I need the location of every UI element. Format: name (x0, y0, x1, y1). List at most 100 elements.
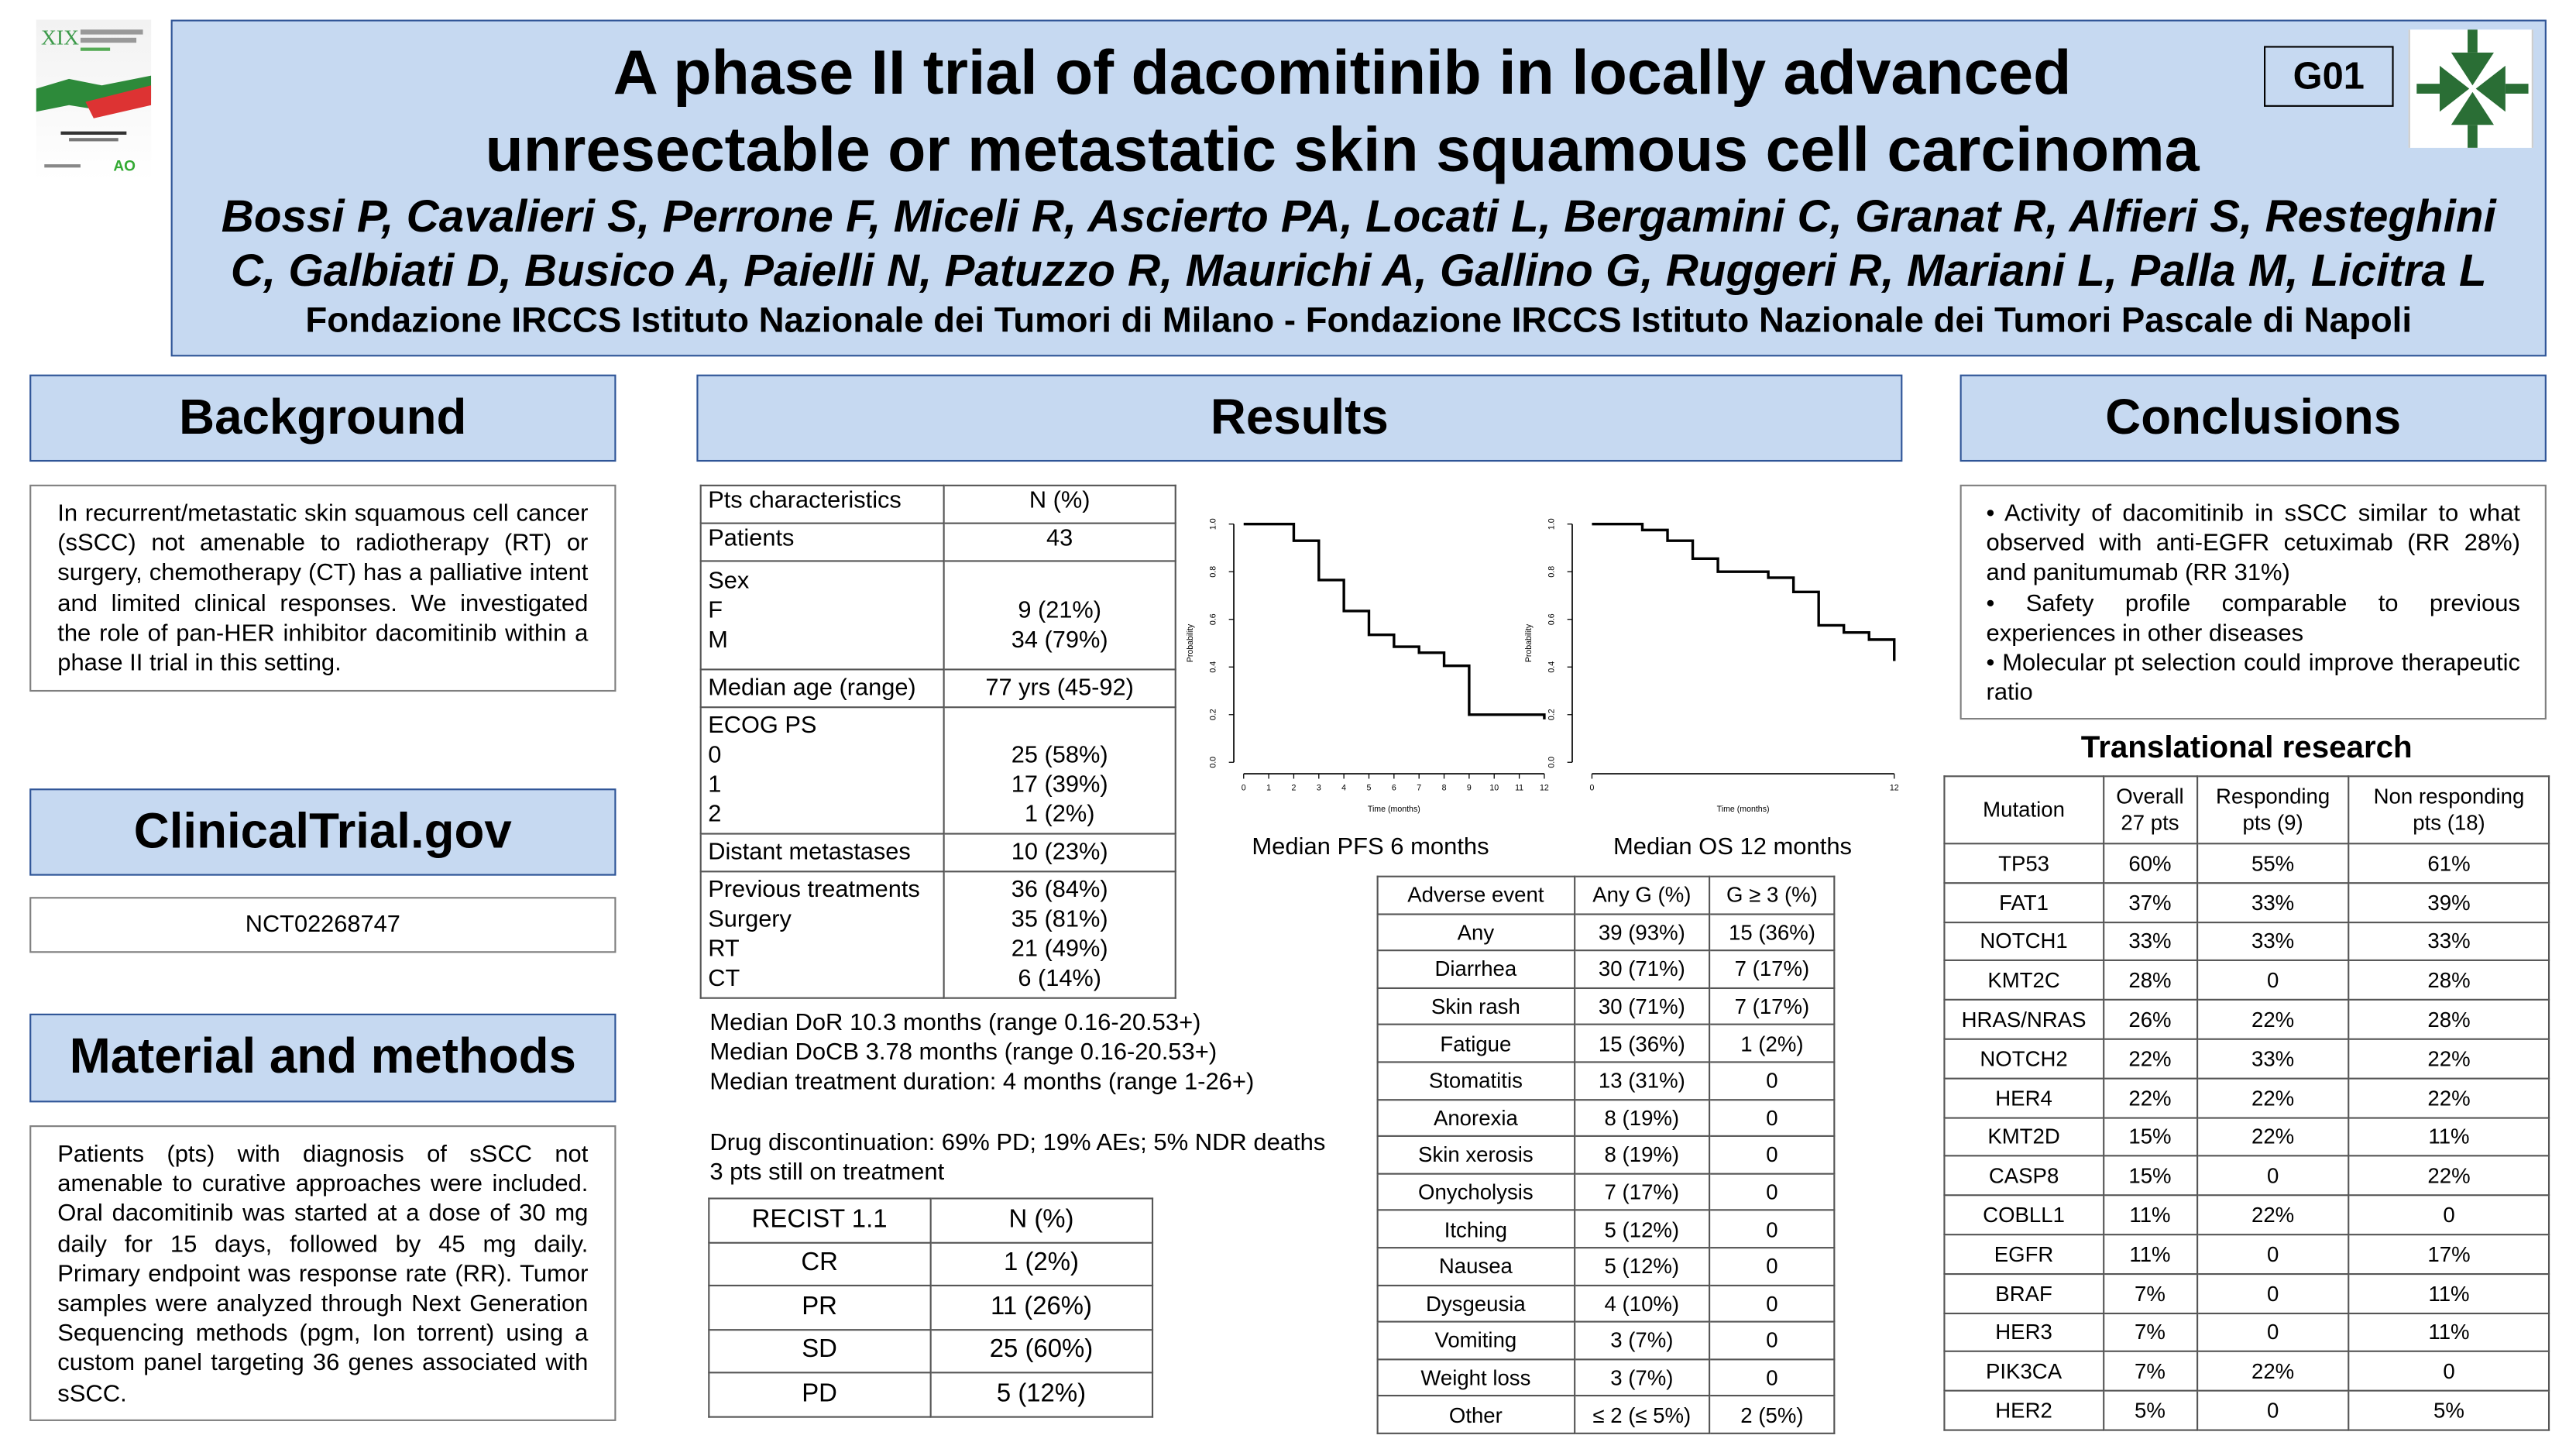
table-cell: HER2 (1943, 1389, 2104, 1431)
table-cell: 22% (2196, 1116, 2351, 1158)
table-row: Fatigue 15 (36%) 1 (2%) (1376, 1024, 1836, 1063)
y-tick-label: 0.0 (1547, 757, 1557, 768)
y-tick-label: 0.4 (1547, 661, 1557, 673)
summary-text: Median DoR 10.3 months (range 0.16-20.53… (709, 1008, 1254, 1098)
table-cell: 0 (1709, 1061, 1836, 1100)
table-cell: Skin rash (1376, 987, 1575, 1026)
table-cell: NOTCH2 (1943, 1038, 2104, 1080)
table-cell: 11% (2102, 1234, 2198, 1275)
table-cell: 61% (2348, 843, 2550, 884)
x-tick-label: 1 (1266, 783, 1271, 792)
column-header: G ≥ 3 (%) (1709, 875, 1836, 915)
affiliation: Fondazione IRCCS Istituto Nazionale dei … (305, 300, 2413, 341)
table-cell: 15 (36%) (1709, 912, 1836, 952)
table-row: Patients 43 (699, 522, 1176, 562)
table-cell: Itching (1376, 1210, 1575, 1249)
table-cell: 11% (2348, 1116, 2550, 1158)
conclusion-bullet: • Molecular pt selection could improve t… (1986, 651, 2520, 707)
table-cell: Other (1376, 1395, 1575, 1434)
table-row: PD 5 (12%) (708, 1372, 1154, 1417)
table-cell: Anorexia (1376, 1098, 1575, 1138)
clinicaltrial-heading: ClinicalTrial.gov (29, 788, 617, 876)
table-cell: 39% (2348, 881, 2550, 923)
mutation-table: Mutation Overall 27 pts Responding pts (9)… (1943, 775, 2550, 1431)
table-cell: Weight loss (1376, 1358, 1575, 1397)
table-cell: EGFR (1943, 1234, 2104, 1275)
table-cell: PR (708, 1284, 931, 1331)
table-row: HER2 5% 0 5% (1943, 1389, 2550, 1431)
table-cell: 55% (2196, 843, 2351, 884)
table-cell: 15 (36%) (1573, 1024, 1711, 1063)
table-cell: COBLL1 (1943, 1194, 2104, 1236)
table-cell: 26% (2102, 999, 2198, 1040)
conclusion-bullet: • Safety profile comparable to previous … (1986, 590, 2520, 647)
table-row: Dysgeusia 4 (10%) 0 (1376, 1283, 1836, 1323)
table-cell: 8 (19%) (1573, 1098, 1711, 1138)
authors-line2: C, Galbiati D, Busico A, Paielli N, Patu… (230, 245, 2487, 296)
table-cell: CR (708, 1241, 931, 1286)
table-cell: 7 (17%) (1709, 987, 1836, 1026)
table-row: Skin rash 30 (71%) 7 (17%) (1376, 987, 1836, 1026)
table-cell: 1 (2%) (1709, 1024, 1836, 1063)
table-cell: 1 (2%) (929, 1241, 1154, 1286)
table-cell: TP53 (1943, 843, 2104, 884)
row-value: 9 (21%) 34 (79%) (943, 560, 1176, 671)
os-caption: Median OS 12 months (1613, 834, 1853, 861)
table-cell: HRAS/NRAS (1943, 999, 2104, 1040)
table-row: Previous treatments Surgery RT CT 36 (84%… (699, 870, 1176, 999)
table-cell: 22% (2196, 999, 2351, 1040)
svg-text:AO: AO (113, 159, 136, 175)
conclusion-bullet: • Activity of dacomitinib in sSCC simila… (1986, 500, 2520, 588)
table-cell: 33% (2348, 921, 2550, 962)
column-header: RECIST 1.1 (708, 1197, 931, 1243)
table-cell: 0 (2348, 1194, 2550, 1236)
row-label: Median age (range) (699, 668, 945, 709)
table-cell: Vomiting (1376, 1320, 1575, 1360)
table-row: TP53 60% 55% 61% (1943, 843, 2550, 884)
table-row: KMT2C 28% 0 28% (1943, 960, 2550, 1001)
table-cell: 11% (2102, 1194, 2198, 1236)
column-header: Adverse event (1376, 875, 1575, 915)
table-cell: 0 (2196, 1389, 2351, 1431)
table-cell: 22% (2102, 1038, 2198, 1080)
table-cell: 0 (1709, 1135, 1836, 1175)
table-cell: 30 (71%) (1573, 987, 1711, 1026)
y-tick-label: 0.6 (1547, 613, 1557, 625)
table-cell: 7 (17%) (1709, 949, 1836, 989)
table-cell: ≤ 2 (≤ 5%) (1573, 1395, 1711, 1434)
row-value: 25 (58%) 17 (39%) 1 (2%) (943, 706, 1176, 835)
table-cell: KMT2D (1943, 1116, 2104, 1158)
table-cell: 0 (1709, 1098, 1836, 1138)
table-row: CASP8 15% 0 22% (1943, 1155, 2550, 1197)
table-row: PR 11 (26%) (708, 1284, 1154, 1331)
y-tick-label: 0.4 (1209, 661, 1218, 673)
discontinuation-text: Drug discontinuation: 69% PD; 19% AEs; 5… (709, 1128, 1325, 1188)
x-tick-label: 12 (1890, 783, 1899, 792)
recist-table: RECIST 1.1 N (%) CR 1 (2%) PR 11 (26%) SD 25 (6… (708, 1197, 1154, 1417)
table-cell: 22% (2102, 1077, 2198, 1118)
table-cell: 5 (12%) (1573, 1210, 1711, 1249)
y-axis-label: Probability (1186, 623, 1195, 662)
table-cell: 28% (2348, 999, 2550, 1040)
table-cell: 0 (1709, 1358, 1836, 1397)
congress-logo: XIX AO (36, 19, 152, 181)
table-cell: 3 (7%) (1573, 1320, 1711, 1360)
column-header: Non responding pts (18) (2348, 775, 2550, 845)
table-cell: 28% (2102, 960, 2198, 1001)
table-cell: 0 (2196, 1155, 2351, 1197)
table-cell: 33% (2102, 921, 2198, 962)
row-value: 77 yrs (45-92) (943, 668, 1176, 709)
table-row: HRAS/NRAS 26% 22% 28% (1943, 999, 2550, 1040)
y-tick-label: 0.8 (1547, 566, 1557, 578)
background-text: In recurrent/metastatic skin squamous ce… (29, 484, 617, 692)
x-tick-label: 4 (1341, 783, 1346, 792)
y-tick-label: 0.2 (1209, 709, 1218, 720)
column-header: N (%) (929, 1197, 1154, 1243)
table-cell: 0 (1709, 1173, 1836, 1212)
methods-heading: Material and methods (29, 1013, 617, 1103)
translational-heading: Translational research (2080, 730, 2413, 766)
table-cell: Dysgeusia (1376, 1283, 1575, 1323)
pfs-caption: Median PFS 6 months (1252, 834, 1489, 861)
patient-characteristics-table: Pts characteristics N (%) Patients 43 Sex … (699, 484, 1176, 999)
